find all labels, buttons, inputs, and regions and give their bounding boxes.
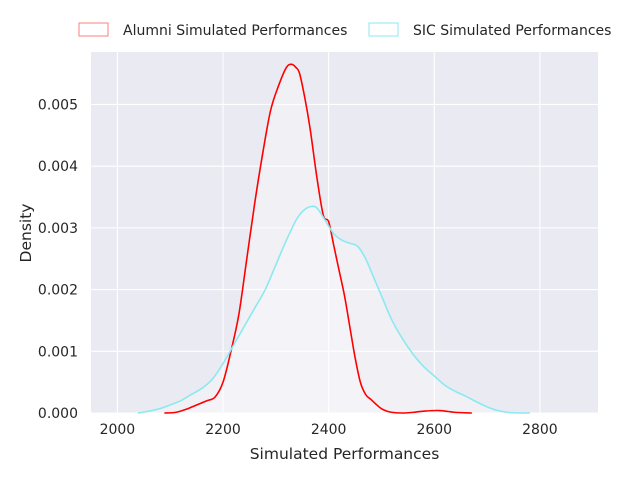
x-axis-label: Simulated Performances [250,445,440,463]
density-fills [138,64,530,414]
y-axis-ticks: 0.000 0.001 0.002 0.003 0.004 0.005 [38,97,78,422]
plot-area [91,52,598,413]
x-tick-label: 2600 [416,422,452,438]
y-tick-label: 0.001 [38,344,78,360]
x-tick-label: 2400 [311,422,347,438]
x-tick-label: 2000 [100,422,136,438]
legend-label-alumni: Alumni Simulated Performances [123,23,347,39]
density-lines [137,63,531,414]
y-tick-label: 0.003 [38,221,78,237]
y-tick-label: 0.002 [38,283,78,299]
legend-label-sic: SIC Simulated Performances [413,23,611,39]
density-fill-sic [138,206,530,413]
legend-swatch-sic [368,22,399,37]
legend-swatch-alumni [78,22,109,37]
x-axis-ticks: 2000 2200 2400 2600 2800 [100,422,558,438]
y-tick-label: 0.005 [38,97,78,113]
x-tick-label: 2200 [205,422,241,438]
x-tick-label: 2800 [522,422,558,438]
density-fill-alumni [164,64,472,414]
y-axis-label: Density [17,204,35,263]
y-tick-label: 0.000 [38,406,78,422]
legend: Alumni Simulated Performances SIC Simula… [78,22,611,39]
density-line-alumni [164,63,473,414]
grid [91,52,598,414]
density-line-sic [137,205,531,414]
y-tick-label: 0.004 [38,159,78,175]
